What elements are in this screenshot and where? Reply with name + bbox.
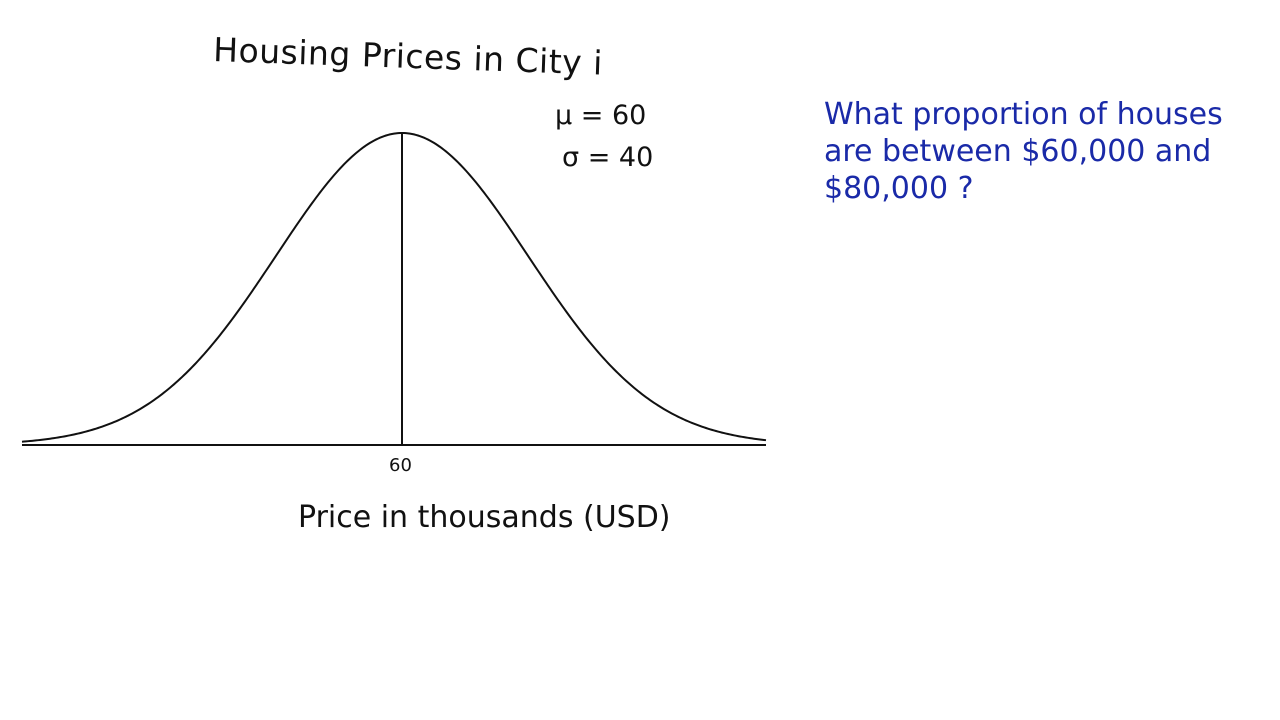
question-text: What proportion of houses are between $6… <box>824 96 1223 207</box>
sd-annotation: σ = 40 <box>562 142 654 173</box>
question-line: $80,000 ? <box>824 171 974 206</box>
x-axis-label: Price in thousands (USD) <box>298 500 671 535</box>
mean-annotation: μ = 60 <box>555 100 647 131</box>
question-line: What proportion of houses <box>824 97 1223 132</box>
question-line: are between $60,000 and <box>824 134 1212 169</box>
normal-curve <box>21 131 767 443</box>
x-tick-label: 60 <box>389 455 412 476</box>
